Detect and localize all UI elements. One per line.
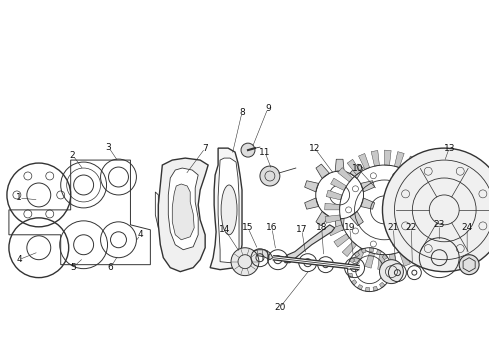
Polygon shape xyxy=(347,159,361,175)
Polygon shape xyxy=(404,156,416,172)
Text: 11: 11 xyxy=(259,148,270,157)
Polygon shape xyxy=(350,211,364,226)
Polygon shape xyxy=(373,286,378,291)
Text: 3: 3 xyxy=(106,143,111,152)
Text: 16: 16 xyxy=(266,223,278,232)
Circle shape xyxy=(383,148,490,272)
Ellipse shape xyxy=(221,185,237,235)
Circle shape xyxy=(379,260,403,284)
Circle shape xyxy=(260,166,280,186)
Polygon shape xyxy=(399,250,411,266)
Text: 20: 20 xyxy=(274,303,286,312)
Polygon shape xyxy=(218,158,239,263)
Polygon shape xyxy=(413,163,427,178)
Text: 13: 13 xyxy=(443,144,455,153)
Polygon shape xyxy=(210,148,242,270)
Polygon shape xyxy=(357,284,363,290)
Polygon shape xyxy=(158,158,208,272)
Text: 22: 22 xyxy=(406,223,417,232)
Polygon shape xyxy=(394,152,404,167)
Polygon shape xyxy=(325,203,340,210)
Polygon shape xyxy=(335,219,344,231)
Polygon shape xyxy=(325,215,341,223)
Polygon shape xyxy=(316,164,329,179)
Polygon shape xyxy=(316,211,329,226)
Polygon shape xyxy=(390,253,398,269)
Polygon shape xyxy=(361,198,375,209)
Polygon shape xyxy=(371,150,379,166)
Polygon shape xyxy=(245,250,273,263)
Polygon shape xyxy=(376,249,382,255)
Polygon shape xyxy=(416,238,431,252)
Polygon shape xyxy=(338,168,353,182)
Polygon shape xyxy=(365,287,369,292)
Polygon shape xyxy=(419,172,435,186)
Text: 5: 5 xyxy=(70,263,75,272)
Polygon shape xyxy=(349,257,355,263)
Polygon shape xyxy=(335,159,344,171)
Polygon shape xyxy=(354,251,360,257)
Text: 6: 6 xyxy=(108,263,113,272)
Polygon shape xyxy=(168,168,198,250)
Text: 1: 1 xyxy=(16,193,22,202)
Circle shape xyxy=(241,143,255,157)
Polygon shape xyxy=(361,181,375,192)
Polygon shape xyxy=(408,245,422,261)
Text: 14: 14 xyxy=(220,225,231,234)
Polygon shape xyxy=(385,276,390,282)
Text: 18: 18 xyxy=(316,223,327,232)
Text: 15: 15 xyxy=(242,223,254,232)
Polygon shape xyxy=(386,261,391,266)
Text: 9: 9 xyxy=(265,104,271,113)
Text: 23: 23 xyxy=(434,220,445,229)
Polygon shape xyxy=(305,181,318,192)
Text: 2: 2 xyxy=(70,150,75,159)
Polygon shape xyxy=(334,234,349,247)
Polygon shape xyxy=(378,255,385,270)
Polygon shape xyxy=(422,229,439,242)
Polygon shape xyxy=(351,280,357,285)
Text: 8: 8 xyxy=(239,108,245,117)
Polygon shape xyxy=(348,273,353,278)
Polygon shape xyxy=(425,184,441,195)
Polygon shape xyxy=(328,225,344,236)
Text: 4: 4 xyxy=(138,230,143,239)
Polygon shape xyxy=(172,184,194,240)
Polygon shape xyxy=(387,270,392,274)
Circle shape xyxy=(459,255,479,275)
Polygon shape xyxy=(342,242,357,257)
Polygon shape xyxy=(353,248,365,264)
Polygon shape xyxy=(350,164,364,179)
Text: 17: 17 xyxy=(296,225,308,234)
Polygon shape xyxy=(379,282,385,288)
Polygon shape xyxy=(361,248,366,253)
Polygon shape xyxy=(385,150,391,165)
Text: 4: 4 xyxy=(16,255,22,264)
Text: 24: 24 xyxy=(462,223,473,232)
Polygon shape xyxy=(429,210,444,217)
Polygon shape xyxy=(359,153,369,170)
Polygon shape xyxy=(331,178,346,190)
Polygon shape xyxy=(285,225,335,263)
Circle shape xyxy=(231,248,259,276)
Polygon shape xyxy=(347,265,352,270)
Text: 7: 7 xyxy=(202,144,208,153)
Polygon shape xyxy=(369,248,374,252)
Text: 10: 10 xyxy=(352,163,363,172)
Polygon shape xyxy=(305,198,318,209)
Text: 19: 19 xyxy=(344,223,355,232)
Polygon shape xyxy=(365,252,374,268)
Polygon shape xyxy=(326,190,342,200)
Polygon shape xyxy=(428,197,444,205)
Text: 21: 21 xyxy=(388,223,399,232)
Text: 12: 12 xyxy=(309,144,320,153)
Polygon shape xyxy=(382,254,388,260)
Polygon shape xyxy=(427,220,443,230)
